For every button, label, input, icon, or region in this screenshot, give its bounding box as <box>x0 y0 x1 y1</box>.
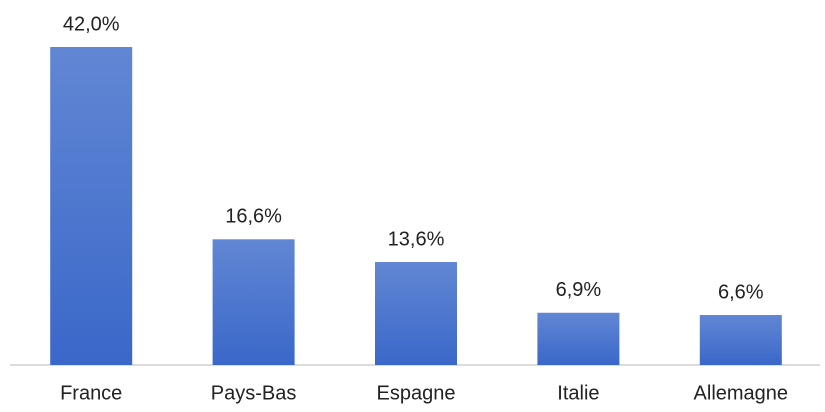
bar <box>212 239 295 365</box>
data-label: 13,6% <box>388 228 445 250</box>
data-label: 16,6% <box>225 206 282 228</box>
x-tick-label: France <box>60 382 122 404</box>
bar <box>375 262 457 365</box>
data-label: 6,9% <box>556 279 602 301</box>
x-tick-label: Allemagne <box>694 382 789 404</box>
bar <box>537 312 620 365</box>
data-label: 6,6% <box>718 281 764 303</box>
x-tick-label: Espagne <box>377 382 456 404</box>
x-tick-label: Italie <box>557 382 599 404</box>
bar <box>699 315 782 365</box>
x-tick-label: Pays-Bas <box>211 382 297 404</box>
bar <box>50 47 133 365</box>
data-label: 42,0% <box>63 13 120 35</box>
